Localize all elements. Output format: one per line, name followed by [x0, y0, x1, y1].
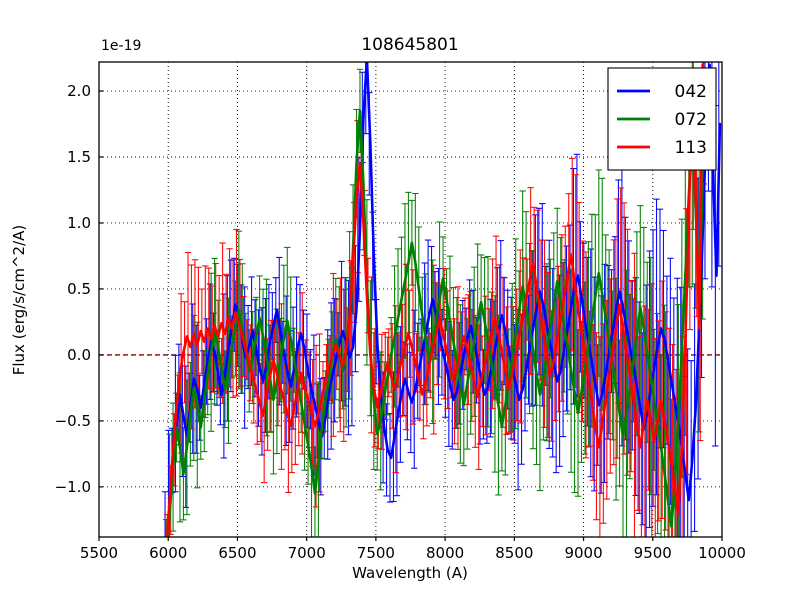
- x-tick-label: 5500: [80, 544, 118, 562]
- x-tick-label: 9000: [564, 544, 602, 562]
- x-tick-label: 8000: [426, 544, 464, 562]
- y-tick-label: 1.0: [67, 214, 91, 232]
- x-tick-label: 9500: [634, 544, 672, 562]
- y-axis-label: Flux (erg/s/cm^2/A): [10, 225, 28, 376]
- x-tick-label: 7500: [357, 544, 395, 562]
- legend-label-072: 072: [675, 110, 707, 130]
- legend-label-113: 113: [675, 138, 707, 158]
- y-axis-ticks: −1.0 −0.5 0.0 0.5 1.0 1.5 2.0: [55, 82, 103, 496]
- x-tick-label: 8500: [495, 544, 533, 562]
- y-tick-label: 0.5: [67, 280, 91, 298]
- legend-label-042: 042: [675, 82, 707, 102]
- spectrum-series: [165, 62, 722, 537]
- x-axis-label: Wavelength (A): [352, 564, 468, 582]
- x-tick-label: 10000: [698, 544, 746, 562]
- x-tick-label: 7000: [288, 544, 326, 562]
- page-title: 108645801: [361, 35, 458, 55]
- legend[interactable]: 042 072 113: [607, 67, 717, 171]
- x-axis-ticks: 5500 6000 6500 7000 7500 8000 8500 9000 9500 1000…: [80, 537, 746, 562]
- y-tick-label: −0.5: [55, 412, 91, 430]
- x-tick-label: 6000: [149, 544, 187, 562]
- y-tick-label: 0.0: [67, 346, 91, 364]
- y-tick-label: 2.0: [67, 82, 91, 100]
- y-tick-label: 1.5: [67, 148, 91, 166]
- y-tick-label: −1.0: [55, 478, 91, 496]
- y-axis-offset-label: 1e-19: [101, 38, 141, 54]
- x-tick-label: 6500: [218, 544, 256, 562]
- axes-frame: [98, 61, 723, 538]
